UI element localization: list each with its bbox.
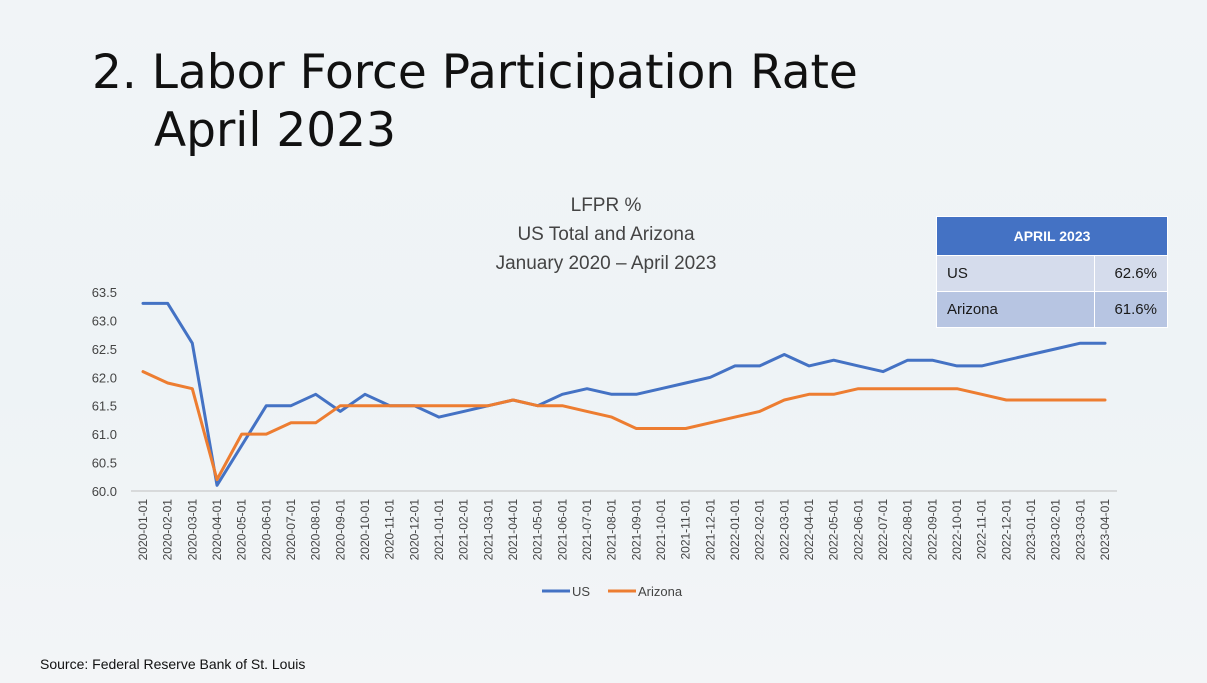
x-tick-label: 2020-04-01 — [210, 499, 224, 561]
x-tick-label: 2022-08-01 — [901, 499, 915, 561]
x-tick-label: 2021-05-01 — [531, 499, 545, 561]
x-tick-label: 2022-10-01 — [950, 499, 964, 561]
y-tick-label: 62.5 — [92, 342, 117, 357]
series-line-arizona — [141, 370, 1107, 482]
x-tick-label: 2023-04-01 — [1098, 499, 1112, 561]
x-tick-label: 2022-02-01 — [753, 499, 767, 561]
x-tick-label: 2023-02-01 — [1049, 499, 1063, 561]
y-tick-label: 62.0 — [92, 370, 117, 385]
x-tick-label: 2023-03-01 — [1073, 499, 1087, 561]
summary-row-value: 61.6% — [1094, 291, 1168, 328]
x-tick-label: 2021-12-01 — [703, 499, 717, 561]
x-tick-label: 2020-03-01 — [185, 499, 199, 561]
x-tick-label: 2020-06-01 — [259, 499, 273, 561]
x-tick-label: 2021-09-01 — [629, 499, 643, 561]
x-tick-label: 2022-05-01 — [827, 499, 841, 561]
summary-row-label: US — [936, 255, 1095, 292]
chart-title-line: US Total and Arizona — [517, 224, 695, 245]
x-tick-label: 2021-02-01 — [457, 499, 471, 561]
x-tick-label: 2020-10-01 — [358, 499, 372, 561]
x-tick-label: 2022-01-01 — [728, 499, 742, 561]
x-tick-label: 2021-01-01 — [432, 499, 446, 561]
x-tick-label: 2020-11-01 — [383, 499, 397, 560]
x-tick-label: 2022-11-01 — [975, 499, 989, 560]
x-tick-label: 2022-09-01 — [925, 499, 939, 561]
x-tick-label: 2023-01-01 — [1024, 499, 1038, 561]
y-tick-label: 63.0 — [92, 313, 117, 328]
x-tick-label: 2022-03-01 — [777, 499, 791, 561]
x-tick-label: 2020-09-01 — [333, 499, 347, 561]
table-row: Arizona 61.6% — [936, 291, 1168, 328]
x-tick-label: 2020-12-01 — [407, 499, 421, 561]
x-tick-label: 2022-06-01 — [851, 499, 865, 561]
x-tick-label: 2021-03-01 — [481, 499, 495, 561]
y-tick-label: 60.0 — [92, 484, 117, 499]
summary-row-label: Arizona — [936, 291, 1095, 328]
legend-label: Arizona — [638, 584, 683, 599]
x-tick-label: 2021-08-01 — [605, 499, 619, 561]
slide-title-line2: April 2023 — [154, 103, 396, 158]
chart-title-line: January 2020 – April 2023 — [496, 253, 717, 274]
x-tick-label: 2021-07-01 — [580, 499, 594, 561]
summary-row-value: 62.6% — [1094, 255, 1168, 292]
x-tick-label: 2022-07-01 — [876, 499, 890, 561]
y-tick-label: 61.0 — [92, 427, 117, 442]
legend-label: US — [572, 584, 590, 599]
x-tick-label: 2020-08-01 — [309, 499, 323, 561]
x-tick-label: 2020-05-01 — [235, 499, 249, 561]
x-tick-label: 2021-04-01 — [506, 499, 520, 561]
x-tick-label: 2021-10-01 — [654, 499, 668, 561]
x-tick-label: 2022-04-01 — [802, 499, 816, 561]
table-row: US 62.6% — [936, 255, 1168, 292]
chart-title-line: LFPR % — [571, 195, 642, 216]
summary-table: APRIL 2023 US 62.6% Arizona 61.6% — [936, 216, 1168, 328]
x-tick-label: 2020-02-01 — [161, 499, 175, 561]
slide-title-line1: 2. Labor Force Participation Rate — [92, 45, 858, 100]
x-tick-label: 2020-01-01 — [136, 499, 150, 561]
x-tick-label: 2022-12-01 — [999, 499, 1013, 561]
x-tick-label: 2021-11-01 — [679, 499, 693, 560]
x-tick-label: 2020-07-01 — [284, 499, 298, 561]
y-tick-label: 61.5 — [92, 399, 117, 414]
y-tick-label: 63.5 — [92, 285, 117, 300]
y-tick-label: 60.5 — [92, 456, 117, 471]
source-note: Source: Federal Reserve Bank of St. Loui… — [40, 656, 306, 672]
x-tick-label: 2021-06-01 — [555, 499, 569, 561]
summary-table-header: APRIL 2023 — [936, 216, 1168, 256]
series-line-us — [141, 301, 1107, 487]
slide-title: 2. Labor Force Participation Rate April … — [92, 44, 858, 160]
